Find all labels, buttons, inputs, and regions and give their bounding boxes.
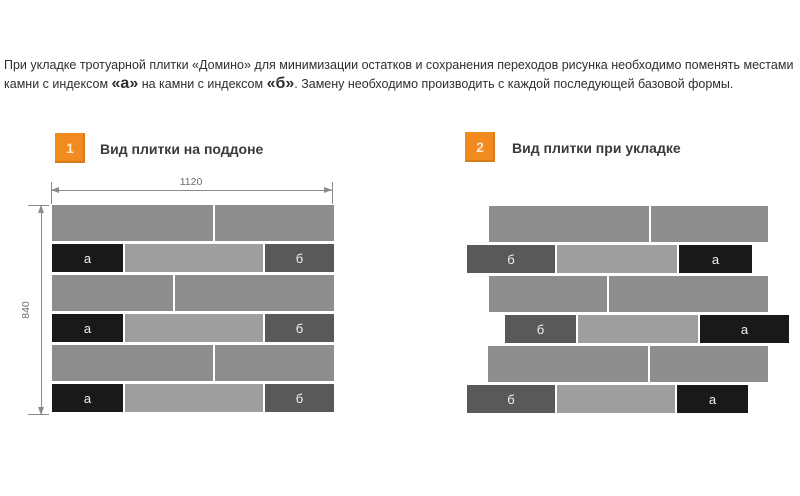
tile-plain [578,315,698,343]
tile-b: б [265,244,334,272]
tile-plain [650,346,768,382]
tile-b: б [265,314,334,342]
index-letter-emphasis: «б» [266,75,295,92]
tile-plain [557,385,675,413]
width-dimension-label: 1120 [179,176,203,188]
tile-plain [489,206,649,242]
height-dimension-label: 840 [20,301,32,319]
width-dimension-line [51,190,332,191]
width-dimension-tick-left [51,182,52,204]
intro-segment: камни с индексом [4,77,112,91]
tile-b: б [265,384,334,412]
tile-plain [557,245,677,273]
tile-plain [609,276,768,312]
tile-plain [175,275,334,311]
tile-a: а [52,314,123,342]
width-dimension-tick-right [332,182,333,204]
tile-plain [489,276,607,312]
tile-a: а [700,315,789,343]
tile-plain [488,346,648,382]
tile-plain [52,205,213,241]
tile-plain [52,275,173,311]
intro-segment: . Замену необходимо производить с каждой… [294,77,734,91]
tile-a: а [52,384,123,412]
tile-plain [215,345,334,381]
tile-plain [651,206,768,242]
intro-paragraph: При укладке тротуарной плитки «Домино» д… [4,56,798,94]
intro-segment: При укладке тротуарной плитки «Домино» д… [4,58,794,72]
tile-plain [125,244,263,272]
tile-a: а [677,385,748,413]
tile-b: б [467,245,555,273]
section-1-number-badge: 1 [55,133,85,163]
tile-b: б [505,315,576,343]
width-dimension-arrow-left-icon [51,187,59,193]
tile-plain [125,384,263,412]
section-1-title: Вид плитки на поддоне [100,141,264,157]
intro-segment: на камни с индексом [138,77,267,91]
height-dimension-line [41,205,42,415]
section-2-title: Вид плитки при укладке [512,140,681,156]
tile-a: а [52,244,123,272]
tile-a: а [679,245,752,273]
height-dimension-arrow-bottom-icon [38,407,44,415]
section-2-number-badge: 2 [465,132,495,162]
tile-plain [215,205,334,241]
tile-plain [125,314,263,342]
index-letter-emphasis: «а» [111,75,139,92]
tile-plain [52,345,213,381]
width-dimension-arrow-right-icon [324,187,332,193]
tile-b: б [467,385,555,413]
height-dimension-arrow-top-icon [38,205,44,213]
